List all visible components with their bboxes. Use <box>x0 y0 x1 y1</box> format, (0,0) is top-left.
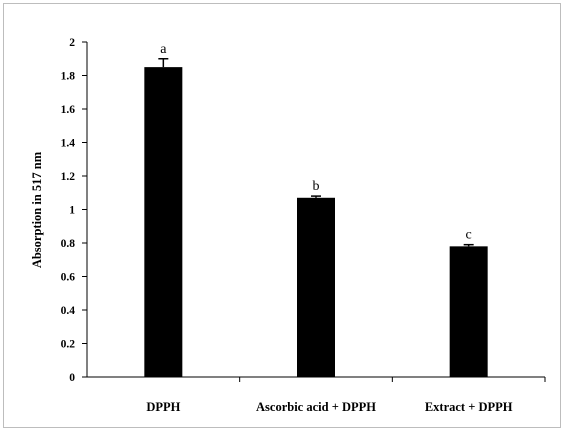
y-tick-label: 1.4 <box>61 138 76 150</box>
y-tick-label: 0.8 <box>61 238 76 250</box>
x-axis: DPPH Ascorbic acid + DPPH Extract + DPPH <box>87 376 546 414</box>
y-axis: 0 0.2 0.4 0.6 0.8 1 1.2 1.4 1.6 1.8 2 <box>61 37 88 384</box>
bar <box>449 246 488 377</box>
y-tick-label: 0.6 <box>61 272 76 284</box>
y-tick-label: 1.6 <box>61 104 76 116</box>
x-category-label: Extract + DPPH <box>425 400 513 414</box>
x-category-label: DPPH <box>146 400 180 414</box>
bar <box>297 197 335 377</box>
bars: a b c <box>144 42 488 377</box>
significance-label: a <box>160 42 167 57</box>
x-category-label: Ascorbic acid + DPPH <box>256 400 376 414</box>
y-tick-label: 2 <box>69 37 75 49</box>
y-tick-label: 1 <box>69 205 75 217</box>
bar <box>144 67 183 377</box>
y-tick-label: 0 <box>69 372 75 384</box>
y-tick-label: 1.8 <box>61 71 76 83</box>
significance-label: c <box>466 228 472 243</box>
y-tick-label: 0.2 <box>61 339 76 351</box>
significance-label: b <box>313 179 320 194</box>
y-tick-label: 0.4 <box>61 305 76 317</box>
y-tick-label: 1.2 <box>61 171 76 183</box>
y-axis-title: Absorption in 517 nm <box>30 151 44 268</box>
